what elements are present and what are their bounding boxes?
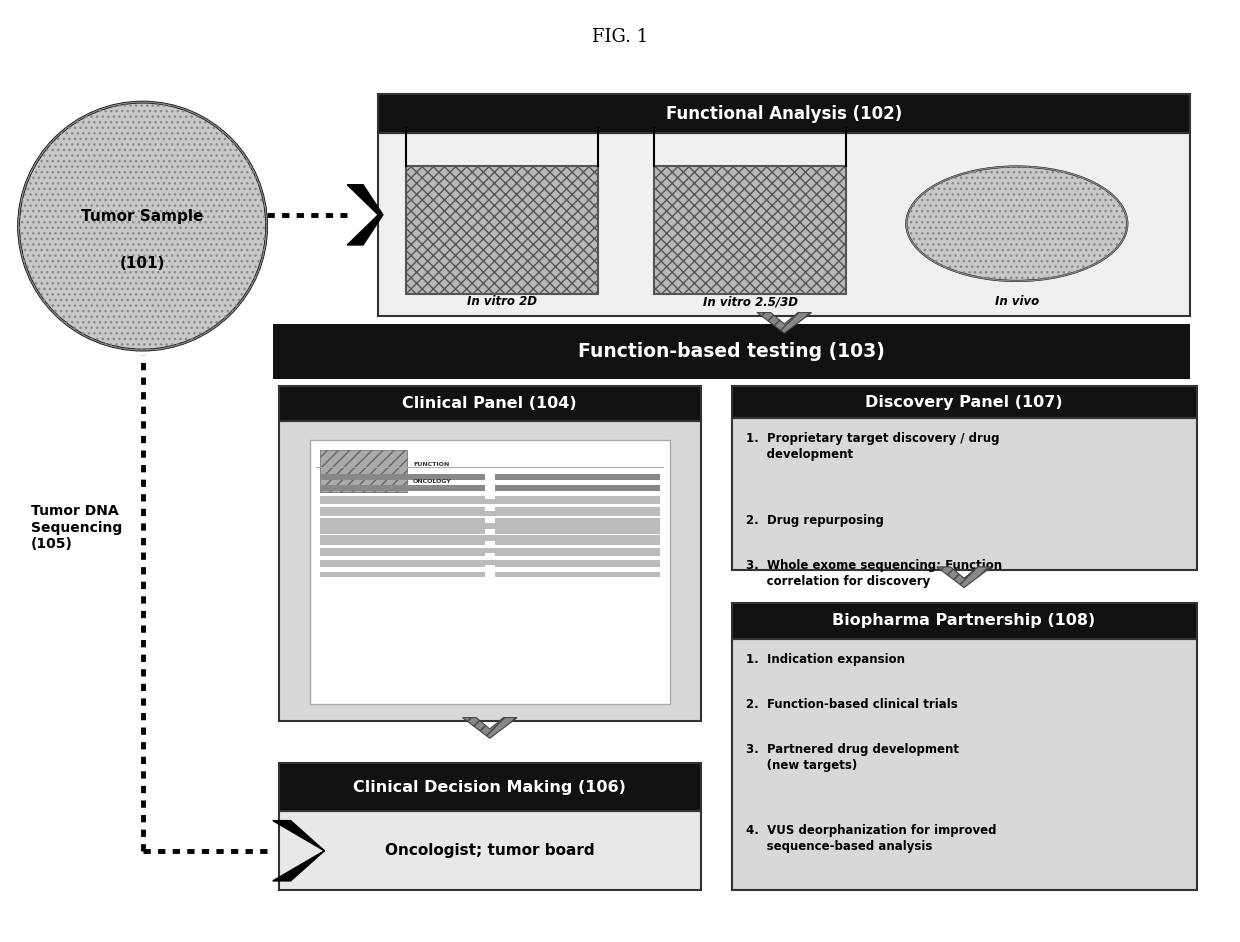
Polygon shape: [756, 313, 812, 333]
FancyBboxPatch shape: [320, 523, 660, 528]
FancyBboxPatch shape: [495, 507, 660, 512]
Text: Tumor Sample: Tumor Sample: [82, 209, 203, 224]
FancyBboxPatch shape: [320, 475, 485, 480]
FancyBboxPatch shape: [279, 386, 701, 421]
Text: 1.  Proprietary target discovery / drug
     development: 1. Proprietary target discovery / drug d…: [746, 432, 999, 462]
FancyBboxPatch shape: [320, 540, 485, 545]
Text: Oncologist; tumor board: Oncologist; tumor board: [384, 843, 595, 858]
FancyBboxPatch shape: [378, 94, 1190, 133]
Text: In vitro 2D: In vitro 2D: [467, 295, 537, 308]
FancyBboxPatch shape: [320, 507, 485, 512]
FancyBboxPatch shape: [732, 603, 1197, 639]
FancyBboxPatch shape: [655, 167, 846, 294]
Ellipse shape: [906, 167, 1127, 281]
Text: 3.  Whole exome sequencing: Function
     correlation for discovery: 3. Whole exome sequencing: Function corr…: [746, 559, 1003, 588]
FancyBboxPatch shape: [495, 528, 660, 534]
Text: FIG. 1: FIG. 1: [591, 28, 649, 46]
FancyBboxPatch shape: [320, 535, 660, 541]
FancyBboxPatch shape: [495, 485, 660, 491]
FancyBboxPatch shape: [320, 560, 660, 565]
Text: Function-based testing (103): Function-based testing (103): [578, 342, 885, 361]
FancyBboxPatch shape: [732, 639, 1197, 890]
FancyBboxPatch shape: [279, 811, 701, 890]
Text: 1.  Indication expansion: 1. Indication expansion: [746, 653, 905, 666]
Polygon shape: [347, 185, 383, 245]
Polygon shape: [937, 567, 992, 588]
FancyBboxPatch shape: [495, 518, 660, 524]
FancyBboxPatch shape: [320, 496, 485, 502]
FancyBboxPatch shape: [320, 572, 485, 577]
Text: 3.  Partnered drug development
     (new targets): 3. Partnered drug development (new targe…: [746, 743, 960, 772]
Polygon shape: [463, 718, 517, 739]
Text: Clinical Panel (104): Clinical Panel (104): [403, 397, 577, 412]
Text: In vitro 2.5/3D: In vitro 2.5/3D: [703, 295, 797, 308]
Ellipse shape: [19, 102, 267, 350]
FancyBboxPatch shape: [320, 547, 660, 553]
FancyBboxPatch shape: [279, 421, 701, 721]
FancyBboxPatch shape: [320, 449, 407, 492]
Text: In vivo: In vivo: [994, 295, 1039, 308]
FancyBboxPatch shape: [495, 572, 660, 577]
FancyBboxPatch shape: [279, 763, 701, 811]
Text: ONCOLOGY: ONCOLOGY: [413, 479, 451, 484]
Text: 2.  Drug repurposing: 2. Drug repurposing: [746, 513, 884, 527]
Polygon shape: [273, 820, 325, 881]
FancyBboxPatch shape: [320, 485, 485, 491]
FancyBboxPatch shape: [495, 540, 660, 545]
Text: FUNCTION: FUNCTION: [413, 462, 449, 467]
Text: Clinical Decision Making (106): Clinical Decision Making (106): [353, 780, 626, 795]
FancyBboxPatch shape: [732, 418, 1197, 570]
FancyBboxPatch shape: [732, 386, 1197, 418]
Text: Biopharma Partnership (108): Biopharma Partnership (108): [832, 613, 1096, 628]
Text: Discovery Panel (107): Discovery Panel (107): [866, 395, 1063, 410]
FancyBboxPatch shape: [320, 498, 660, 504]
FancyBboxPatch shape: [495, 550, 660, 556]
FancyBboxPatch shape: [407, 167, 599, 294]
FancyBboxPatch shape: [310, 440, 670, 705]
Text: Functional Analysis (102): Functional Analysis (102): [666, 105, 903, 122]
Text: 4.  VUS deorphanization for improved
     sequence-based analysis: 4. VUS deorphanization for improved sequ…: [746, 824, 997, 853]
FancyBboxPatch shape: [273, 324, 1190, 379]
FancyBboxPatch shape: [320, 550, 485, 556]
FancyBboxPatch shape: [495, 496, 660, 502]
FancyBboxPatch shape: [320, 528, 485, 534]
FancyBboxPatch shape: [320, 511, 660, 516]
FancyBboxPatch shape: [495, 561, 660, 567]
FancyBboxPatch shape: [495, 475, 660, 480]
FancyBboxPatch shape: [320, 561, 485, 567]
Text: Tumor DNA
Sequencing
(105): Tumor DNA Sequencing (105): [31, 504, 123, 551]
FancyBboxPatch shape: [378, 133, 1190, 316]
Text: (101): (101): [120, 256, 165, 271]
FancyBboxPatch shape: [320, 518, 485, 524]
Text: 2.  Function-based clinical trials: 2. Function-based clinical trials: [746, 698, 959, 711]
